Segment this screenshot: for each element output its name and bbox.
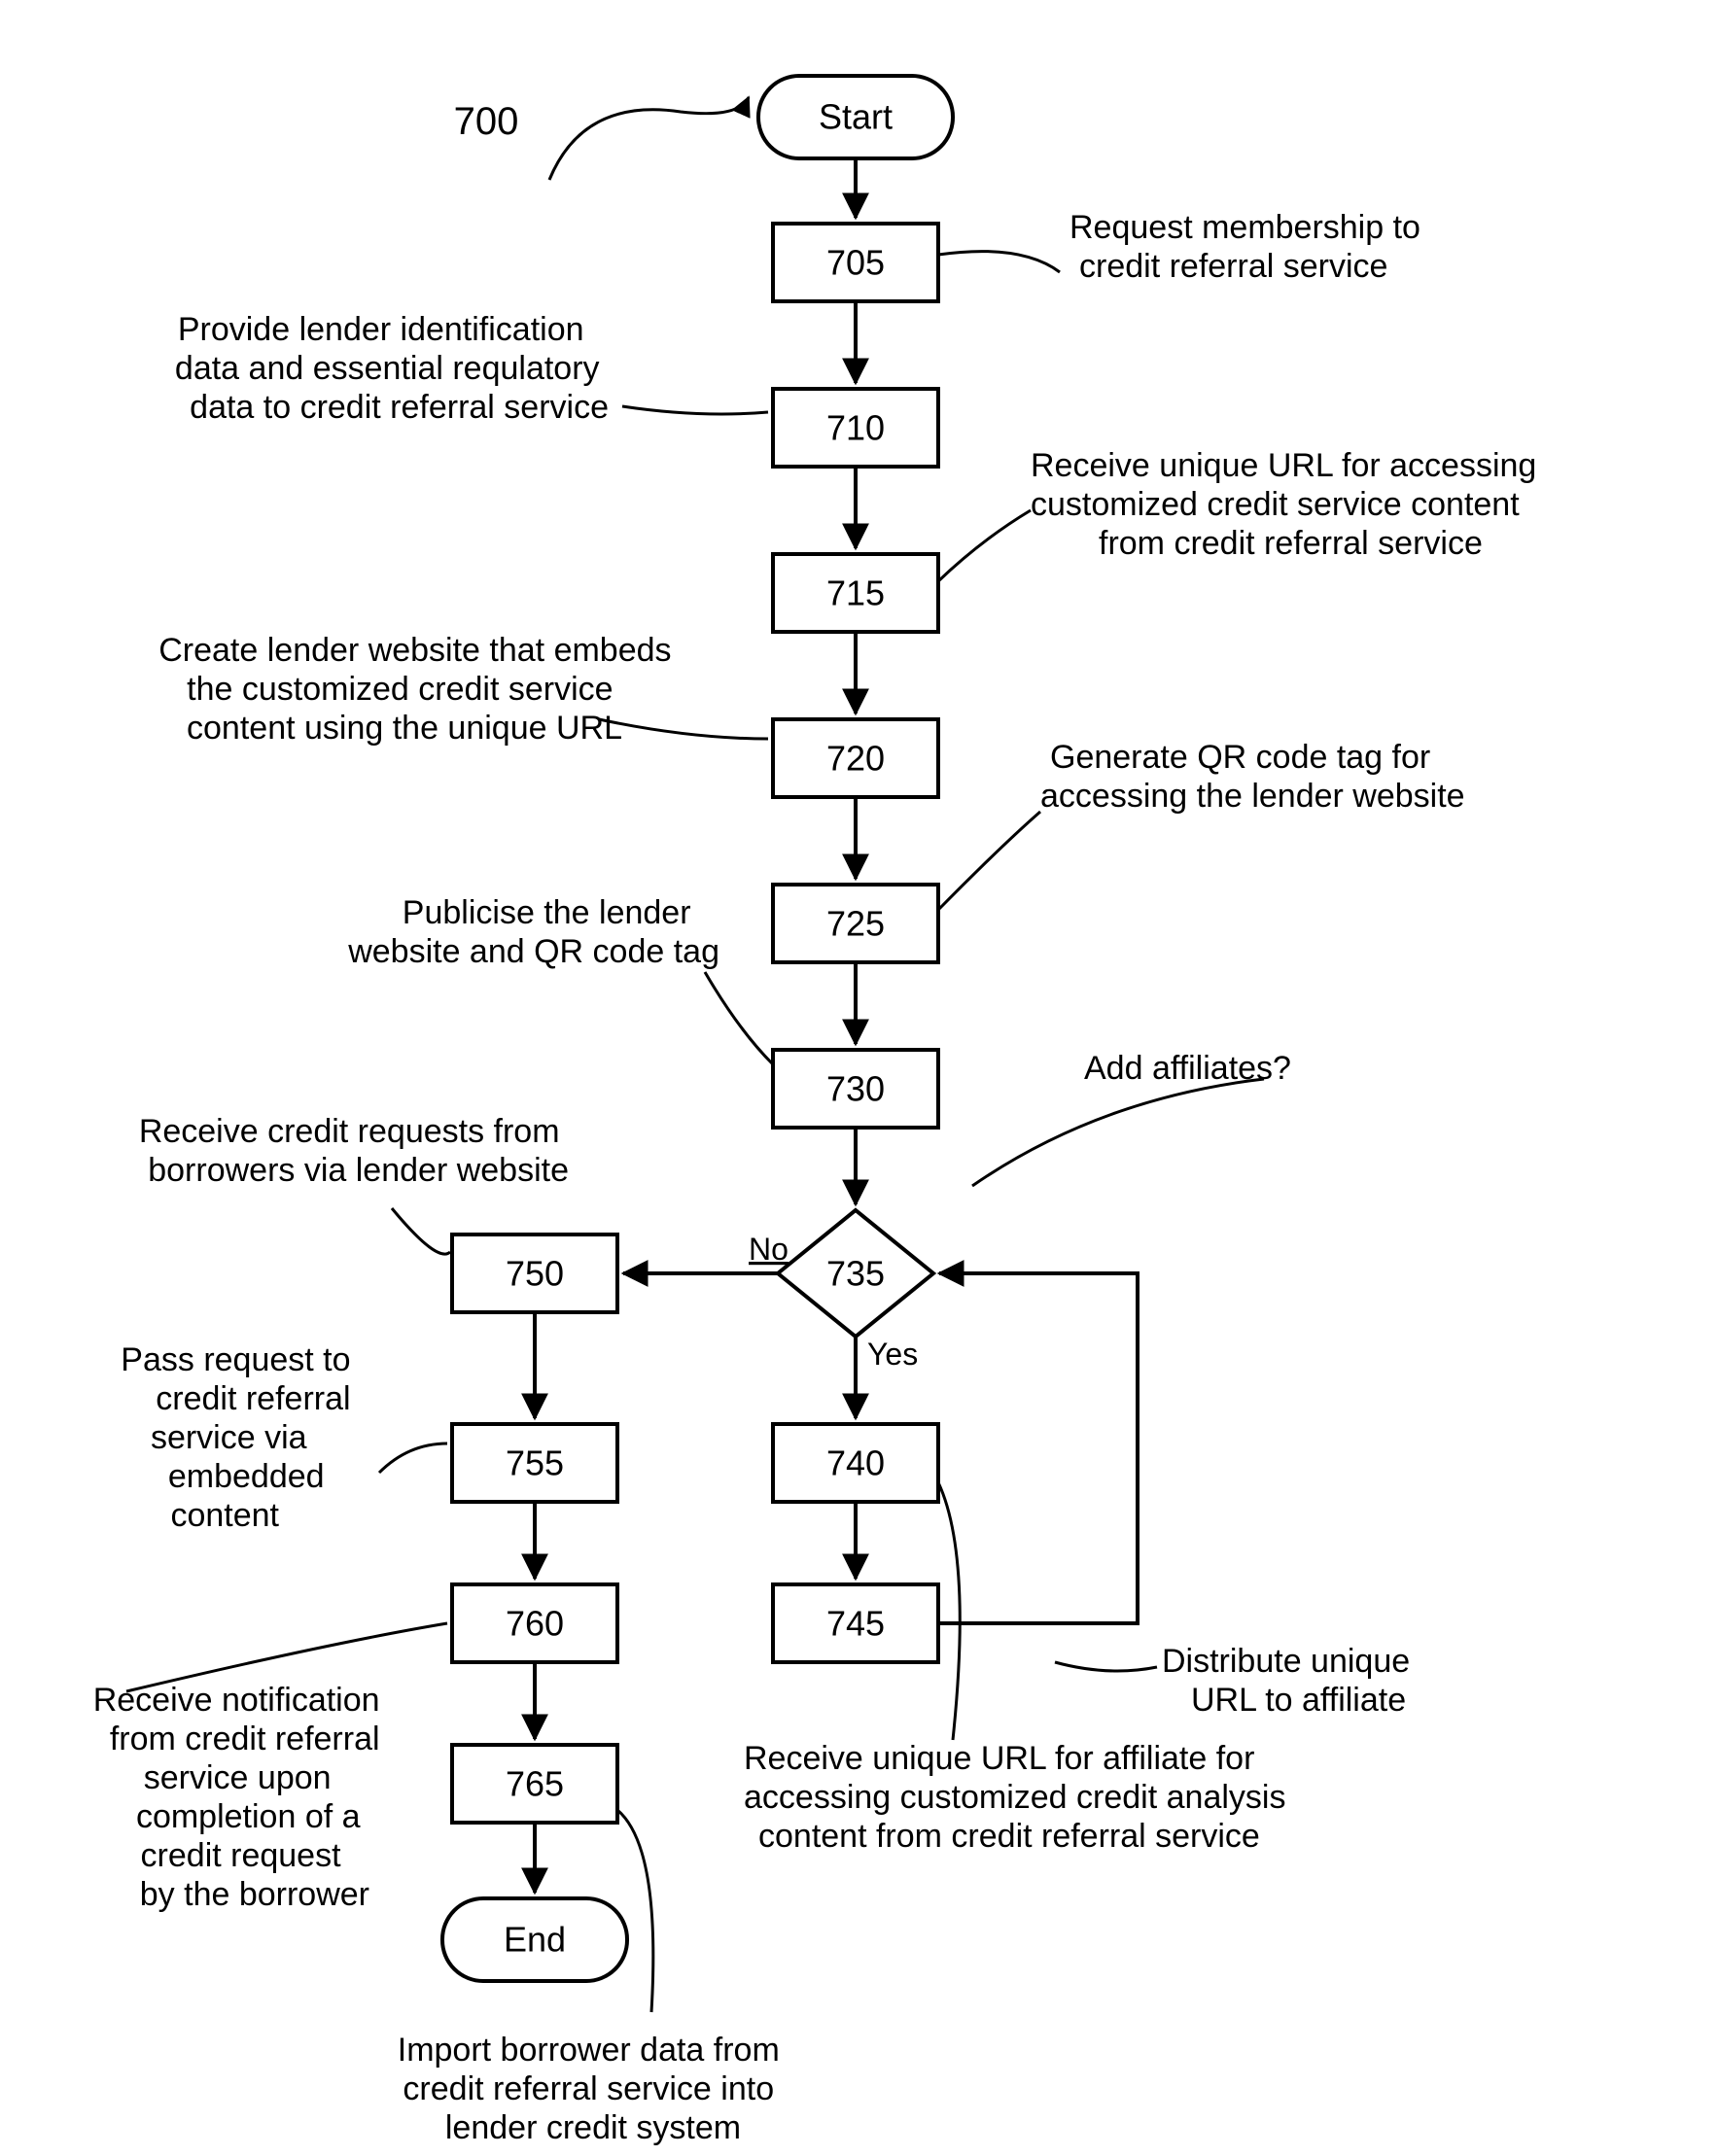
annotation-750: Receive credit requests from borrowers v…: [139, 1113, 569, 1189]
leader-735: [972, 1079, 1264, 1186]
leader-730: [705, 972, 773, 1064]
annotation-755: Pass request to credit referral service …: [121, 1341, 360, 1534]
figure-label-leader: [549, 97, 749, 180]
start-label: Start: [819, 97, 893, 137]
leader-745: [1055, 1662, 1157, 1671]
end-label: End: [504, 1920, 566, 1960]
leader-750: [392, 1208, 450, 1254]
annotation-725: Generate QR code tag for accessing the l…: [1040, 739, 1465, 815]
annotation-740: Receive unique URL for affiliate for acc…: [744, 1740, 1295, 1855]
node-720-label: 720: [826, 739, 885, 779]
annotation-735: Add affiliates?: [1084, 1050, 1291, 1087]
edge-745-735-loop: [938, 1273, 1138, 1623]
leader-715: [938, 510, 1031, 581]
node-750-label: 750: [506, 1254, 564, 1294]
leader-765: [617, 1810, 653, 2012]
leader-755: [379, 1443, 447, 1473]
leader-725: [938, 812, 1040, 910]
leader-710: [622, 406, 768, 414]
node-760-label: 760: [506, 1604, 564, 1644]
node-705-label: 705: [826, 243, 885, 283]
annotation-760: Receive notification from credit referra…: [93, 1682, 389, 1913]
node-765-label: 765: [506, 1764, 564, 1804]
node-710-label: 710: [826, 408, 885, 448]
node-745-label: 745: [826, 1604, 885, 1644]
node-715-label: 715: [826, 574, 885, 613]
annotation-710: Provide lender identification data and e…: [175, 311, 609, 426]
annotation-720: Create lender website that embeds the cu…: [158, 632, 681, 747]
branch-yes-label: Yes: [867, 1337, 918, 1372]
annotation-730: Publicise the lender website and QR code…: [347, 894, 719, 970]
leader-740: [938, 1482, 960, 1740]
node-755-label: 755: [506, 1443, 564, 1483]
figure-label: 700: [454, 100, 519, 143]
annotation-705: Request membership to credit referral se…: [1069, 209, 1429, 285]
branch-no-label: No: [749, 1232, 789, 1267]
annotation-715: Receive unique URL for accessing customi…: [1031, 447, 1546, 562]
leader-705: [938, 252, 1060, 272]
node-735-label: 735: [826, 1254, 885, 1294]
flowchart: 700 No Yes Start 705 710 715 720 725 730…: [0, 0, 1718, 2156]
node-740-label: 740: [826, 1443, 885, 1483]
annotation-765: Import borrower data from credit referra…: [398, 2032, 789, 2146]
node-730-label: 730: [826, 1069, 885, 1109]
annotation-745: Distribute unique URL to affiliate: [1162, 1643, 1420, 1719]
leader-720: [599, 719, 768, 739]
node-725-label: 725: [826, 904, 885, 944]
